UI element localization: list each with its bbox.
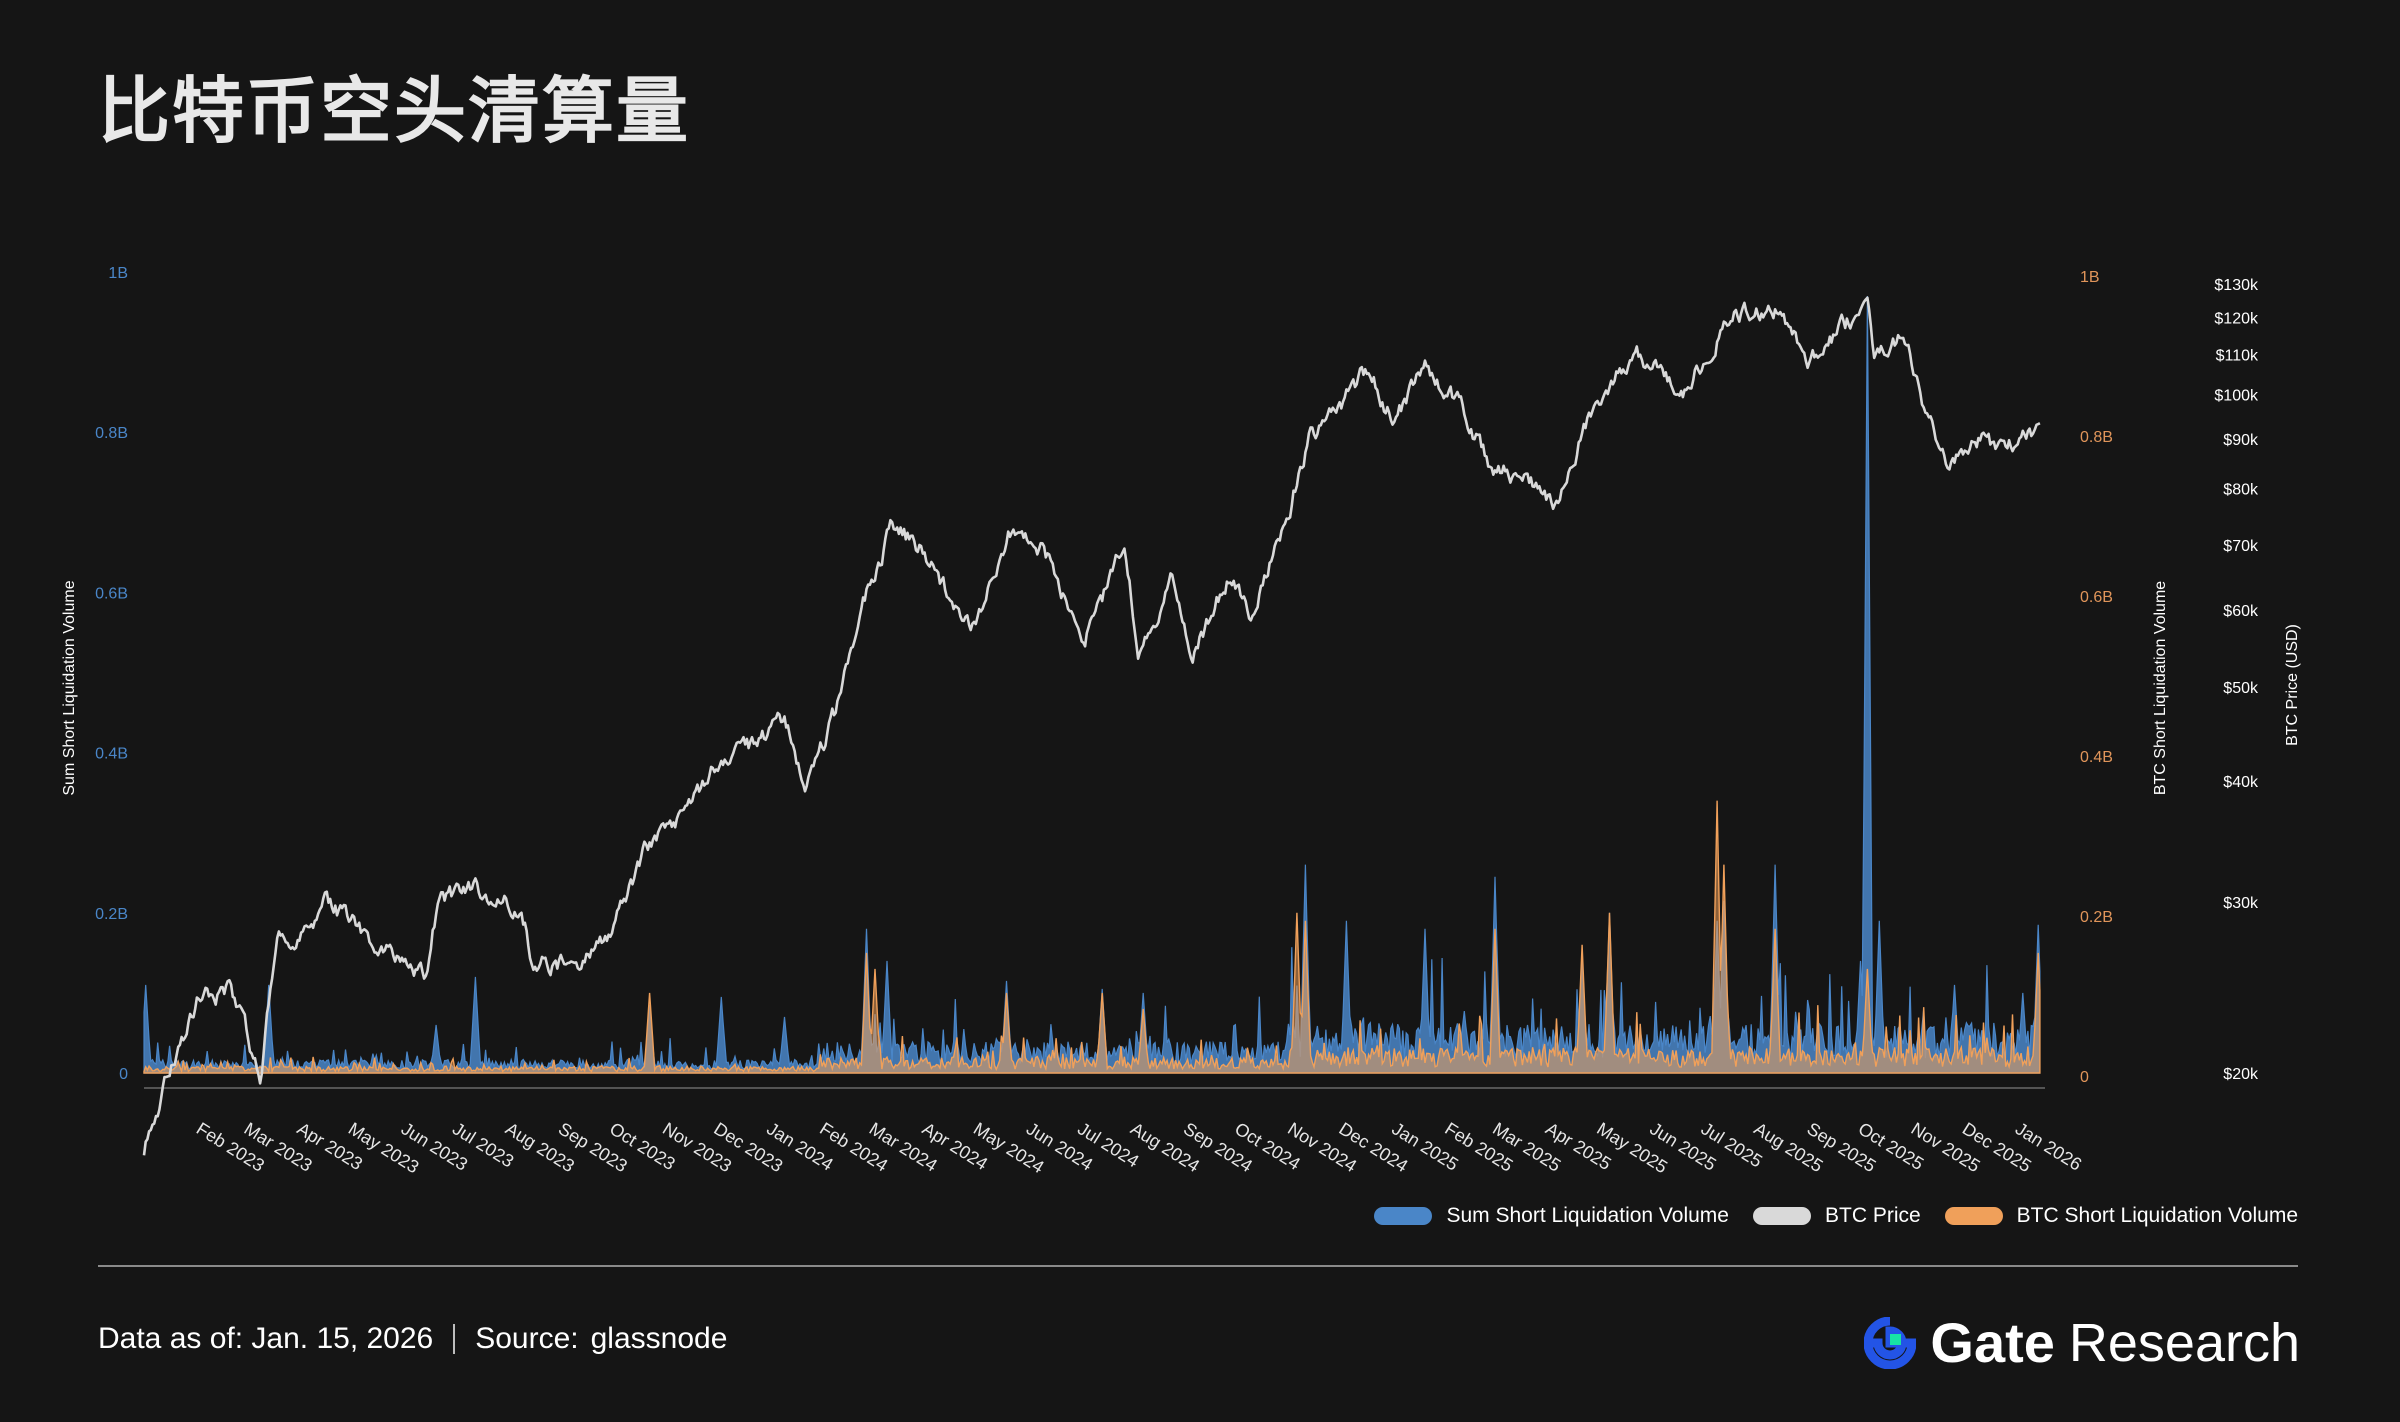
legend-item-sum[interactable]: Sum Short Liquidation Volume: [1374, 1204, 1729, 1228]
legend-swatch-btc-short: [1944, 1207, 2003, 1225]
legend-swatch-sum: [1374, 1207, 1433, 1225]
data-as-of: Data as of: Jan. 15, 2026: [98, 1322, 434, 1355]
price-axis-title: BTC Price (USD): [2284, 624, 2301, 746]
left-axis-tick: 0.8B: [95, 425, 128, 442]
price-axis-tick: $60k: [2223, 603, 2259, 620]
brand-logo: Gate Research: [1864, 1310, 2300, 1375]
brand-name: Gate: [1930, 1311, 2055, 1374]
source-value: glassnode: [590, 1322, 728, 1355]
left-axis-tick: 0.6B: [95, 585, 128, 602]
left-axis-title: Sum Short Liquidation Volume: [61, 580, 78, 795]
left-axis-tick: 1B: [108, 265, 128, 282]
legend-label-sum: Sum Short Liquidation Volume: [1446, 1204, 1729, 1227]
legend-label-btc-short: BTC Short Liquidation Volume: [2016, 1204, 2298, 1227]
price-axis-tick: $90k: [2223, 432, 2259, 449]
price-axis-tick: $70k: [2223, 538, 2259, 555]
left-axis-tick: 0.2B: [95, 906, 128, 923]
chart-svg: 0 0.2B 0.4B 0.6B 0.8B 1B 0 0.2B 0.4B 0.6B 0.8B 1B $2…: [61, 265, 2301, 1177]
price-axis-tick: $130k: [2214, 277, 2259, 294]
series-btc-price: [142, 296, 2041, 1156]
right-axis-tick: 0: [2080, 1069, 2089, 1086]
right-axis-title: BTC Short Liquidation Volume: [2152, 581, 2169, 795]
footer: Data as of: Jan. 15, 2026 Source: glassn…: [98, 1322, 727, 1356]
gate-logo-icon: [1864, 1316, 1917, 1369]
legend-label-price: BTC Price: [1824, 1204, 1921, 1227]
legend-item-btc-short[interactable]: BTC Short Liquidation Volume: [1944, 1204, 2298, 1228]
left-axis-tick: 0.4B: [95, 746, 128, 763]
price-axis-tick: $120k: [2214, 311, 2259, 328]
legend: Sum Short Liquidation Volume BTC Price B…: [1374, 1204, 2298, 1228]
price-axis-tick: $110k: [2216, 347, 2259, 364]
left-axis-tick: 0: [119, 1066, 128, 1083]
price-axis-tick: $100k: [2214, 388, 2259, 405]
right-axis-tick: 0.6B: [2080, 589, 2113, 606]
right-axis-tick: 0.8B: [2080, 429, 2113, 446]
series-btc-short-liquidation: [143, 800, 2041, 1075]
price-axis-tick: $20k: [2223, 1066, 2259, 1083]
right-axis-tick: 1B: [2080, 269, 2100, 286]
price-axis-tick: $80k: [2223, 482, 2259, 499]
price-axis-tick: $30k: [2223, 895, 2259, 912]
price-axis-tick: $50k: [2223, 680, 2259, 697]
right-axis-tick: 0.4B: [2080, 749, 2113, 766]
source-label: Source:: [475, 1322, 579, 1355]
right-axis-tick: 0.2B: [2080, 909, 2113, 926]
legend-swatch-price: [1752, 1207, 1811, 1225]
brand-suffix: Research: [2068, 1312, 2300, 1373]
chart-title: 比特币空头清算量: [98, 69, 691, 153]
footer-divider: [98, 1265, 2298, 1267]
footer-separator: [453, 1324, 456, 1354]
legend-item-price[interactable]: BTC Price: [1752, 1204, 1921, 1228]
price-axis-tick: $40k: [2223, 774, 2259, 791]
